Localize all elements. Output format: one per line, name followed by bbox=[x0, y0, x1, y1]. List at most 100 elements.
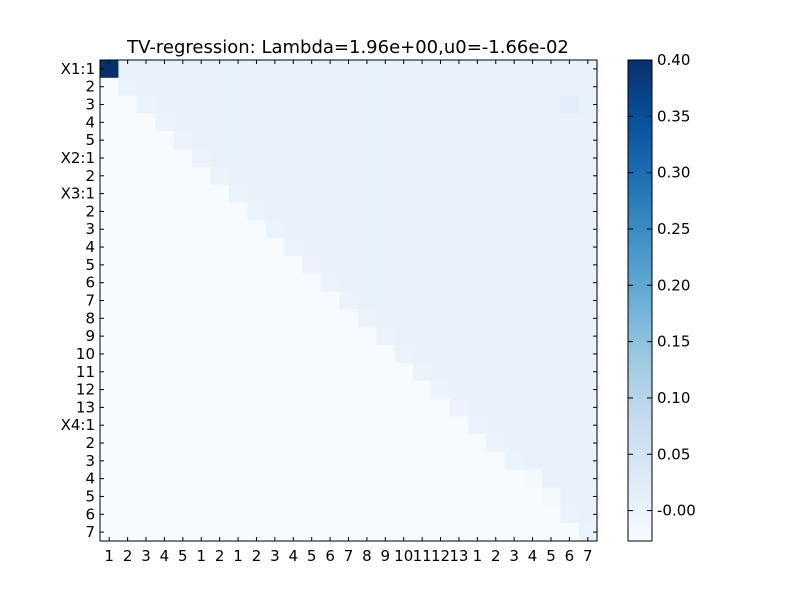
heatmap-cell bbox=[302, 505, 322, 524]
heatmap-cell bbox=[118, 291, 138, 310]
heatmap-cell bbox=[468, 345, 488, 364]
heatmap-cell bbox=[376, 238, 396, 257]
heatmap-cell bbox=[320, 166, 340, 186]
heatmap-cell bbox=[376, 345, 396, 364]
heatmap-cell bbox=[100, 505, 120, 524]
heatmap-cell bbox=[376, 60, 396, 79]
heatmap-cell bbox=[376, 309, 396, 328]
heatmap-cell bbox=[118, 487, 138, 506]
colorbar bbox=[627, 59, 653, 542]
heatmap-cell bbox=[265, 149, 285, 168]
heatmap-cell bbox=[541, 95, 561, 115]
heatmap-cell bbox=[412, 291, 432, 310]
heatmap-cell bbox=[192, 398, 212, 417]
heatmap-cell bbox=[136, 238, 156, 257]
row-tick-label: 9 bbox=[85, 327, 95, 345]
heatmap-cell bbox=[357, 362, 377, 382]
heatmap-cell bbox=[210, 487, 230, 506]
heatmap-cell bbox=[192, 380, 212, 400]
heatmap-cell bbox=[302, 60, 322, 79]
heatmap-cell bbox=[504, 149, 524, 168]
heatmap-cell bbox=[302, 166, 322, 186]
heatmap-cell bbox=[173, 505, 193, 524]
heatmap-cell bbox=[210, 60, 230, 79]
heatmap-cell bbox=[155, 380, 175, 400]
heatmap-cell bbox=[541, 505, 561, 524]
heatmap-cell bbox=[155, 149, 175, 168]
col-tick-label: 12 bbox=[431, 547, 450, 565]
heatmap-cell bbox=[486, 469, 506, 489]
heatmap-cell bbox=[265, 113, 285, 132]
heatmap-cell bbox=[228, 523, 248, 542]
heatmap-cell bbox=[412, 487, 432, 506]
heatmap-cell bbox=[247, 184, 267, 204]
heatmap-cell bbox=[100, 113, 120, 132]
heatmap-cell bbox=[431, 149, 451, 168]
heatmap-cell bbox=[118, 202, 138, 221]
heatmap-cell bbox=[486, 202, 506, 221]
heatmap-cell bbox=[468, 273, 488, 293]
heatmap-cell bbox=[155, 184, 175, 204]
heatmap-cell bbox=[192, 505, 212, 524]
row-tick-label: 2 bbox=[85, 202, 95, 220]
heatmap-cell bbox=[339, 77, 359, 97]
heatmap-cell bbox=[192, 327, 212, 346]
heatmap-cell bbox=[394, 345, 414, 364]
heatmap-cell bbox=[523, 238, 543, 257]
heatmap-cell bbox=[284, 202, 304, 221]
heatmap-cell bbox=[357, 220, 377, 239]
colorbar-tick-label: 0.20 bbox=[657, 276, 690, 294]
heatmap-cell bbox=[449, 77, 469, 97]
heatmap-cell bbox=[376, 149, 396, 168]
heatmap-cell bbox=[468, 131, 488, 150]
heatmap-cell bbox=[449, 327, 469, 346]
heatmap-cell bbox=[504, 451, 524, 471]
heatmap-cell bbox=[431, 523, 451, 542]
heatmap-cell bbox=[504, 60, 524, 79]
heatmap-cell bbox=[578, 131, 598, 150]
heatmap-cell bbox=[523, 291, 543, 310]
heatmap-cell bbox=[210, 398, 230, 417]
heatmap-cell bbox=[394, 131, 414, 150]
colorbar-tick-label: 0.15 bbox=[657, 333, 690, 351]
heatmap-cell bbox=[541, 380, 561, 400]
heatmap-cell bbox=[578, 166, 598, 186]
heatmap-cell bbox=[284, 220, 304, 239]
heatmap-cell bbox=[468, 77, 488, 97]
heatmap-cell bbox=[578, 487, 598, 506]
heatmap-cell bbox=[247, 291, 267, 310]
heatmap-cell bbox=[339, 131, 359, 150]
heatmap-cell bbox=[339, 505, 359, 524]
heatmap-cell bbox=[523, 469, 543, 489]
heatmap-cell bbox=[192, 487, 212, 506]
heatmap-cell bbox=[412, 60, 432, 79]
heatmap-cell bbox=[192, 451, 212, 471]
heatmap-cell bbox=[339, 273, 359, 293]
heatmap-cell bbox=[357, 469, 377, 489]
heatmap-cell bbox=[431, 131, 451, 150]
heatmap-cell bbox=[320, 398, 340, 417]
heatmap-cell bbox=[210, 149, 230, 168]
heatmap-cell bbox=[100, 273, 120, 293]
heatmap-cell bbox=[394, 416, 414, 435]
heatmap-cell bbox=[449, 505, 469, 524]
row-tick-label: 3 bbox=[85, 96, 95, 114]
heatmap-cell bbox=[210, 416, 230, 435]
heatmap-cell bbox=[247, 362, 267, 382]
heatmap-cell bbox=[541, 469, 561, 489]
heatmap-cell bbox=[560, 469, 580, 489]
heatmap-cell bbox=[136, 95, 156, 115]
heatmap-cell bbox=[136, 255, 156, 275]
col-tick-label: 9 bbox=[381, 547, 391, 565]
heatmap-cell bbox=[431, 95, 451, 115]
heatmap-cell bbox=[228, 220, 248, 239]
heatmap-cell bbox=[210, 434, 230, 453]
heatmap-cell bbox=[155, 362, 175, 382]
heatmap-cell bbox=[265, 166, 285, 186]
heatmap-cell bbox=[136, 416, 156, 435]
heatmap-cell bbox=[357, 416, 377, 435]
heatmap-cell bbox=[339, 487, 359, 506]
heatmap-cell bbox=[302, 451, 322, 471]
heatmap-cell bbox=[320, 487, 340, 506]
heatmap-cell bbox=[394, 149, 414, 168]
